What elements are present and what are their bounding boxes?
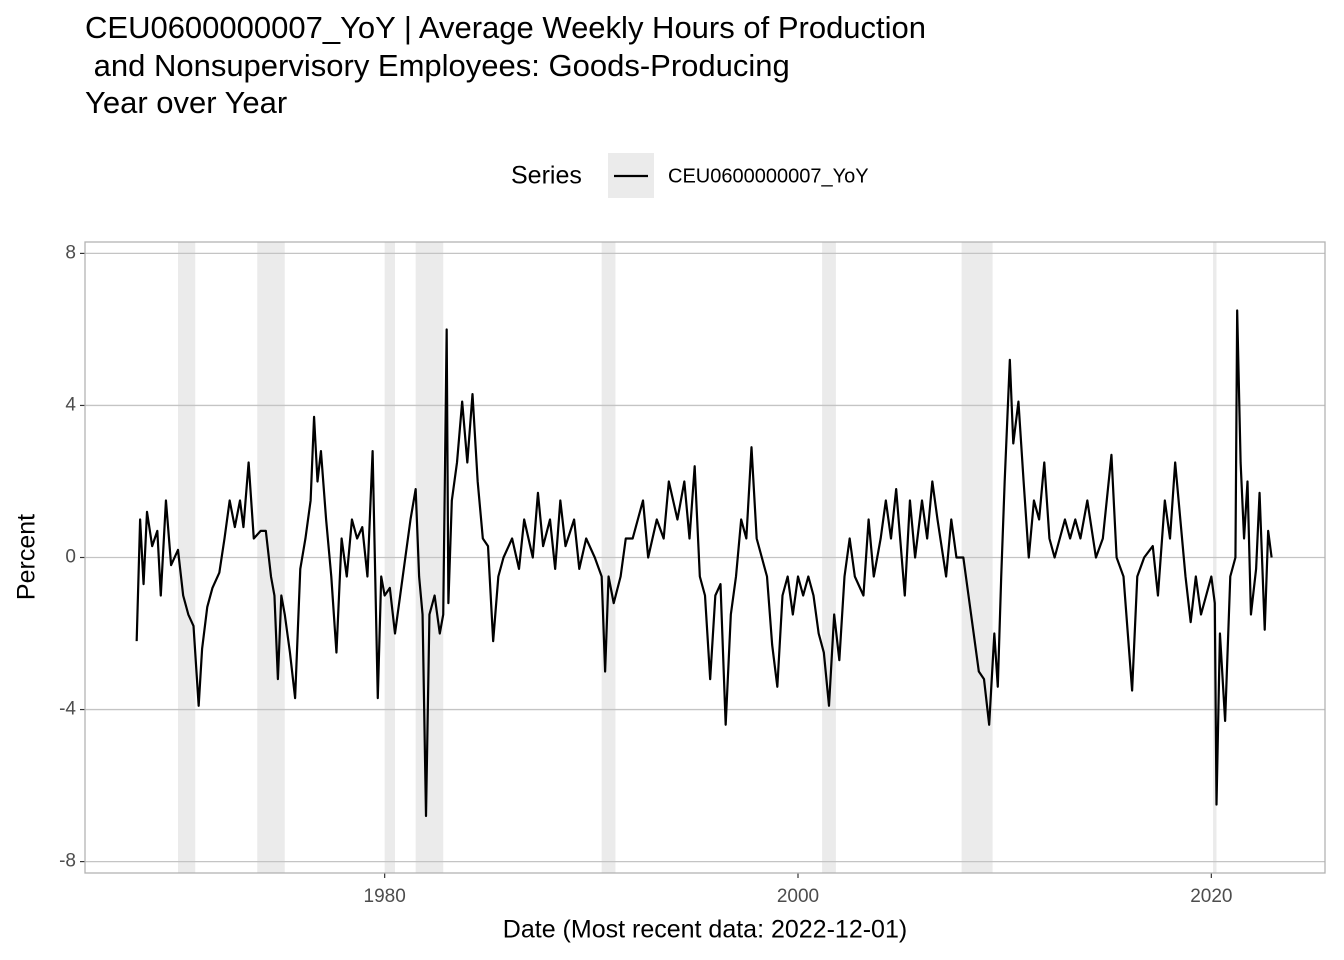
chart-title: CEU0600000007_YoY | Average Weekly Hours… (85, 10, 926, 45)
chart-title: and Nonsupervisory Employees: Goods-Prod… (85, 48, 790, 83)
y-axis-title: Percent (13, 514, 41, 600)
x-tick-label: 1980 (364, 886, 406, 907)
legend-title: Series (511, 162, 582, 190)
legend-label: CEU0600000007_YoY (668, 165, 869, 187)
plot-border (84, 241, 1326, 874)
x-tick-label: 2020 (1190, 886, 1232, 907)
y-tick-label: 8 (65, 242, 76, 263)
y-tick-label: 4 (65, 394, 76, 415)
y-tick-label: 0 (65, 547, 76, 568)
data-line (135, 309, 1273, 818)
x-axis-title: Date (Most recent data: 2022-12-01) (503, 916, 907, 944)
chart-title: Year over Year (85, 85, 287, 120)
y-tick-label: -8 (59, 851, 76, 872)
y-tick-label: -4 (59, 699, 76, 720)
x-tick-label: 2000 (777, 886, 819, 907)
